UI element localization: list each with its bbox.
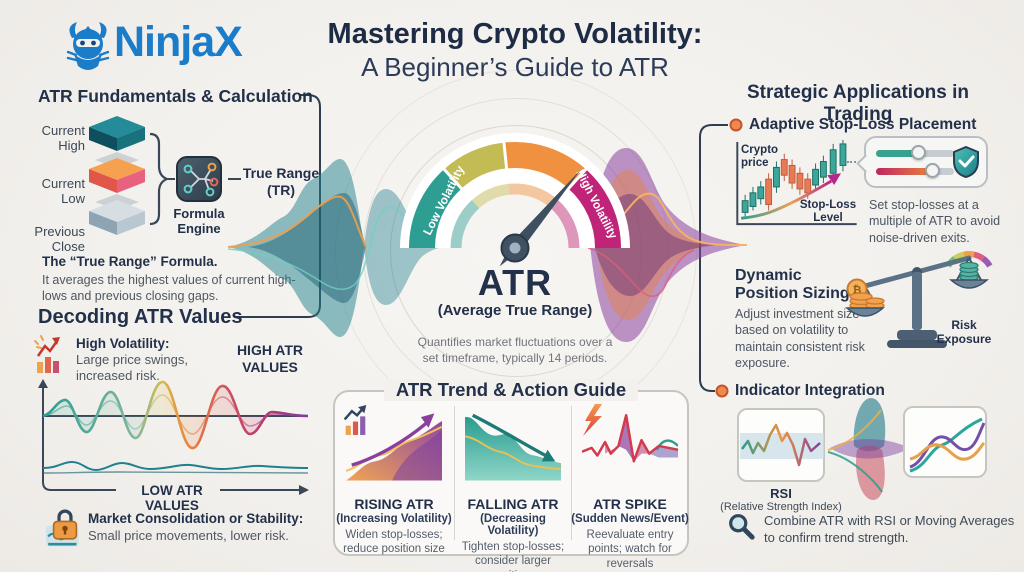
stability-title: Market Consolidation or Stability: — [88, 511, 304, 526]
candlestick-chart — [736, 140, 857, 226]
moving-average-chart — [909, 417, 986, 473]
low-atr-label: LOW ATR VALUES — [141, 483, 203, 513]
trend-item-action: Reevaluate entry points; watch for rever… — [586, 529, 674, 570]
high-volatility-body: Large price swings, increased risk. — [76, 352, 188, 384]
atr-multiple-slider[interactable] — [876, 145, 954, 160]
stability-body: Small price movements, lower risk. — [88, 528, 289, 543]
indicator-wave-graphic — [827, 398, 910, 500]
trend-item-subtitle: (Decreasing Volatility) — [480, 513, 546, 537]
decorative-wave-left — [228, 159, 443, 337]
panel-divider — [571, 406, 572, 540]
rsi-sublabel: (Relative Strength Index) — [720, 501, 842, 513]
atr-wave-chart — [38, 379, 309, 495]
trend-item-title: RISING ATR — [354, 496, 434, 512]
page-title: Mastering Crypto Volatility: — [327, 18, 703, 50]
balance-scale-icon: ₿ — [845, 250, 993, 348]
rsi-chart-card — [737, 408, 825, 482]
trend-guide-panel: ATR Trend & Action Guide R — [333, 379, 689, 572]
block-label-previous-close: Previous Close — [34, 224, 85, 254]
page-subtitle: A Beginner’s Guide to ATR — [361, 52, 669, 82]
trend-item-spike: ATR SPIKE (Sudden News/Event) Reevaluate… — [571, 392, 689, 570]
shield-check-icon — [953, 146, 979, 178]
formula-title: The “True Range” Formula. — [42, 254, 218, 269]
slider-fill — [876, 150, 918, 157]
formula-engine-label: Formula Engine — [173, 206, 225, 236]
true-range-label: True Range (TR) — [242, 165, 320, 198]
block-stack-graphic — [89, 116, 145, 235]
trend-item-title: FALLING ATR — [467, 496, 559, 512]
trend-item-action: Widen stop-losses; reduce position size — [343, 529, 445, 556]
lock-icon — [46, 509, 79, 547]
ma-chart-card — [903, 406, 987, 478]
slider-fill — [876, 168, 932, 175]
risk-exposure-label: Risk Exposure — [936, 318, 992, 347]
spike-chart — [582, 413, 678, 463]
trend-item-action: Tighten stop-losses; consider larger pos… — [461, 541, 565, 572]
ninja-icon — [66, 22, 110, 70]
high-atr-label: HIGH ATR VALUES — [236, 342, 304, 375]
bar-chart-arrow-icon — [343, 405, 367, 435]
bar-chart-up-icon — [34, 335, 60, 373]
trend-item-rising: RISING ATR (Increasing Volatility) Widen… — [335, 392, 453, 556]
indicator-title: Indicator Integration — [735, 382, 885, 399]
stop-loss-title: Adaptive Stop-Loss Placement — [749, 116, 977, 133]
crypto-price-label: Crypto price — [741, 144, 779, 170]
trend-item-falling: FALLING ATR (Decreasing Volatility) Tigh… — [454, 392, 572, 572]
rsi-chart — [740, 423, 824, 467]
formula-body: It averages the highest values of curren… — [42, 273, 296, 304]
rising-chart — [346, 413, 442, 481]
section-heading-decoding: Decoding ATR Values — [38, 306, 243, 328]
brace-connector-line — [166, 178, 175, 180]
high-volatility-title: High Volatility: — [76, 336, 170, 351]
section-heading-fundamentals: ATR Fundamentals & Calculation — [38, 86, 313, 106]
sliders-card — [864, 136, 988, 188]
lightning-icon — [583, 404, 602, 436]
magnifier-icon — [729, 514, 755, 540]
logo-text: NinjaX — [114, 18, 243, 66]
trend-guide-heading: ATR Trend & Action Guide — [383, 379, 639, 401]
indicator-body: Combine ATR with RSI or Moving Averages … — [764, 513, 1015, 545]
atr-description: Quantifies market fluctuations over a se… — [417, 335, 613, 366]
trend-item-subtitle: (Increasing Volatility) — [336, 513, 452, 525]
gauge: Low Volatility High Volatility — [400, 133, 630, 267]
stop-loss-body: Set stop-losses at a multiple of ATR to … — [869, 198, 1001, 245]
stop-loss-level-label: Stop-Loss Level — [799, 199, 857, 225]
rsi-label: RSI — [770, 486, 792, 501]
slider-knob[interactable] — [925, 163, 940, 178]
atr-title: ATR — [477, 262, 553, 303]
svg-text:₿: ₿ — [853, 284, 862, 297]
block-label-current-low: Current Low — [41, 176, 85, 206]
section-heading-applications: Strategic Applications in Trading — [746, 82, 970, 125]
bullet-dot — [715, 384, 729, 398]
atr-subtitle: (Average True Range) — [437, 302, 593, 319]
position-sizing-body: Adjust investment size based on volatili… — [735, 307, 865, 370]
slider-knob[interactable] — [911, 145, 926, 160]
trend-item-title: ATR SPIKE — [593, 496, 667, 512]
panel-divider — [454, 406, 455, 540]
risk-slider[interactable] — [876, 163, 954, 178]
engine-output-line — [228, 178, 241, 180]
block-label-current-high: Current High — [41, 123, 85, 153]
formula-engine-icon — [176, 156, 222, 202]
position-sizing-title: Dynamic Position Sizing — [735, 267, 850, 303]
trend-item-subtitle: (Sudden News/Event) — [571, 513, 689, 525]
falling-chart — [465, 413, 561, 481]
